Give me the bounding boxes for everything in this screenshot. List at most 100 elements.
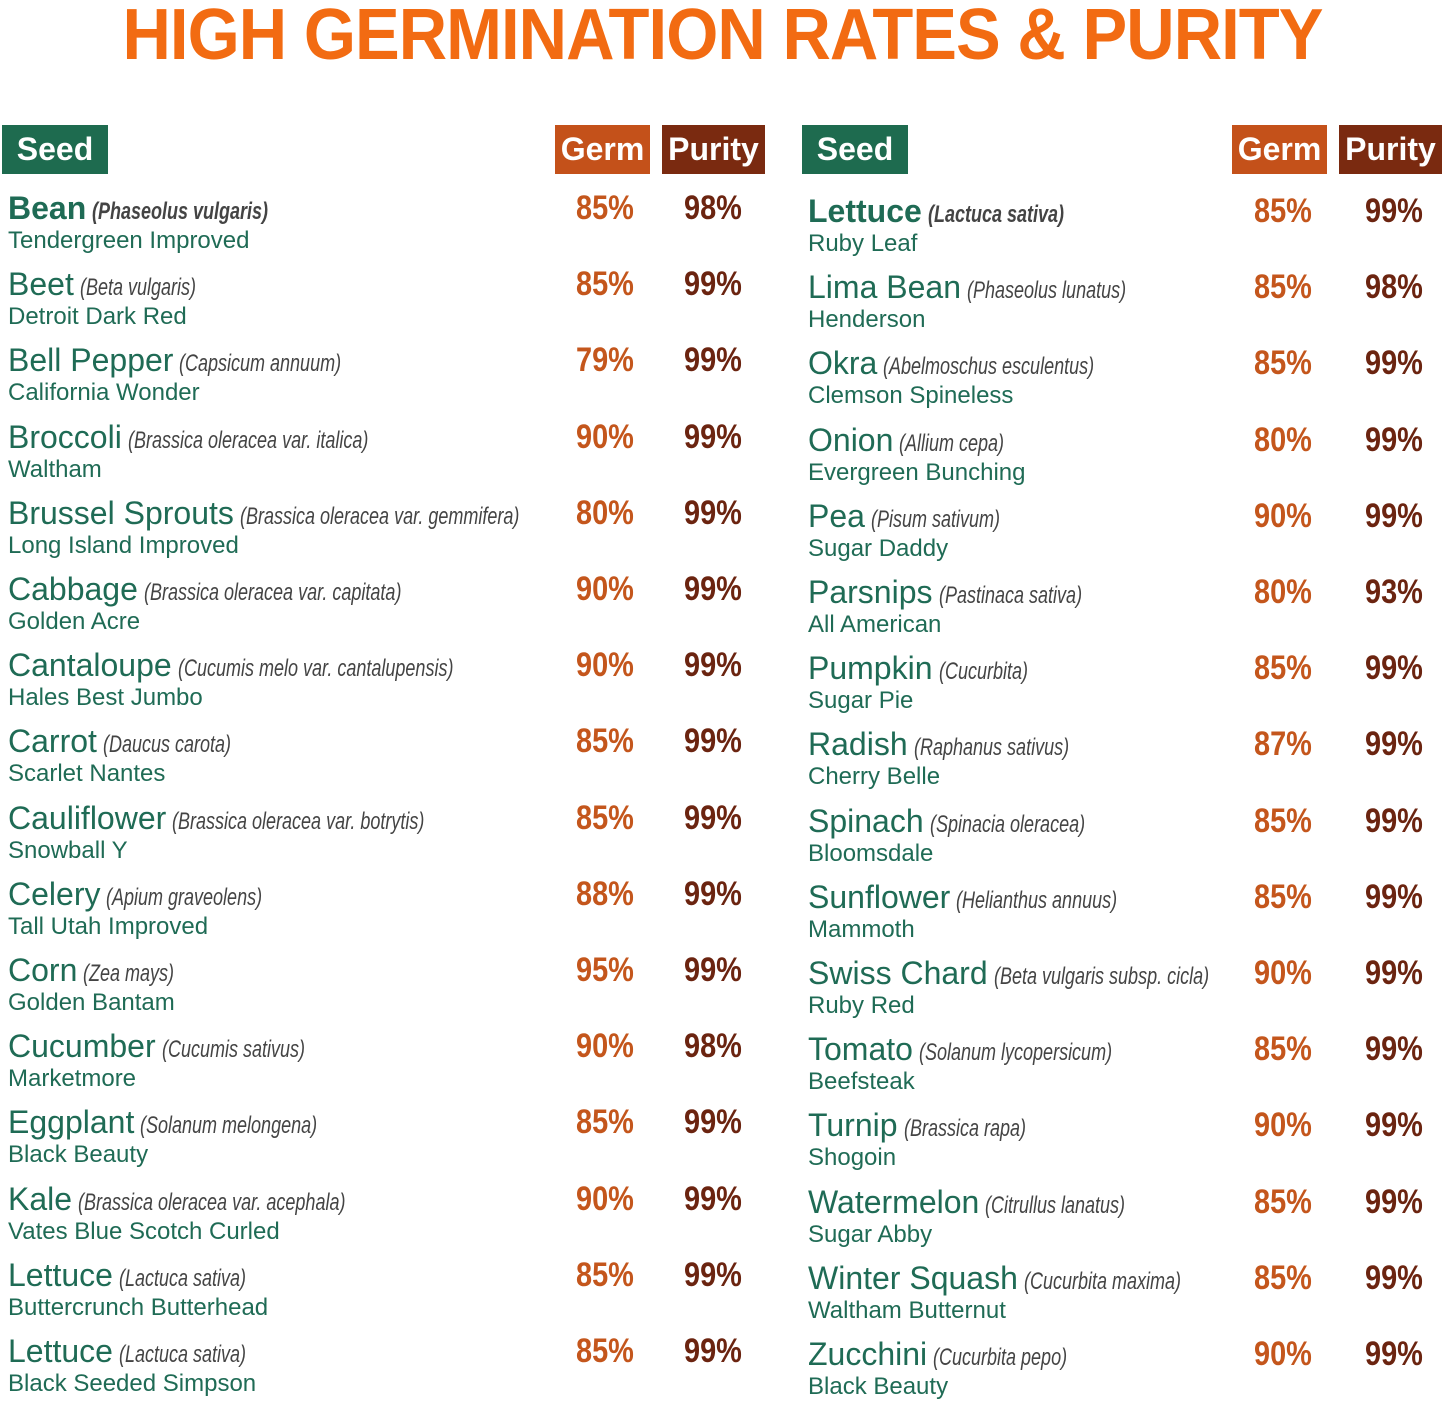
germ-rate: 85% (576, 1332, 634, 1370)
common-name: Cauliflower (8, 799, 167, 836)
column-header: Purity (662, 125, 765, 174)
purity-rate: 99% (684, 1255, 742, 1294)
latin-name: (Lactuca sativa) (118, 1264, 247, 1292)
variety: Ruby Red (808, 992, 915, 1019)
germ-rate: 90% (576, 646, 634, 685)
variety: Golden Acre (8, 608, 141, 635)
common-name: Lettuce (8, 1333, 113, 1369)
seed-name: Cucumber (Cucumis sativus) (8, 1028, 352, 1068)
common-name: Cucumber (8, 1028, 156, 1065)
purity-rate: 99% (684, 722, 742, 761)
variety: Snowball Y (8, 836, 128, 864)
common-name: Parsnips (808, 574, 933, 610)
purity-rate: 99% (684, 798, 742, 837)
common-name: Cantaloupe (8, 647, 172, 684)
seed-name: Broccoli (Brassica oleracea var. italica) (8, 419, 448, 459)
common-name: Bell Pepper (8, 342, 174, 379)
latin-name: (Brassica oleracea var. capitata) (143, 579, 402, 606)
common-name: Cabbage (8, 571, 138, 607)
purity-rate: 99% (684, 417, 742, 456)
latin-name: (Allium cepa) (899, 429, 1005, 457)
common-name: Corn (8, 952, 78, 988)
germ-rate: 80% (1254, 573, 1312, 611)
germ-rate: 90% (1254, 1106, 1312, 1145)
purity-rate: 99% (1365, 725, 1423, 764)
purity-rate: 98% (684, 1027, 742, 1066)
seed-name: Eggplant (Solanum melongena) (8, 1104, 376, 1144)
common-name: Eggplant (8, 1104, 135, 1141)
germ-rate: 85% (1254, 877, 1312, 916)
latin-name: (Apium graveolens) (106, 883, 263, 911)
latin-name: (Solanum lycopersicum) (918, 1039, 1113, 1067)
germ-rate: 85% (1254, 268, 1312, 307)
seed-name: Lettuce (Lactuca sativa) (8, 1257, 288, 1297)
purity-rate: 99% (1365, 496, 1423, 535)
common-name: Carrot (8, 723, 97, 760)
germ-rate: 90% (576, 417, 634, 456)
purity-rate: 99% (684, 1103, 742, 1142)
common-name: Beet (8, 266, 74, 303)
germ-rate: 95% (576, 951, 634, 989)
common-name: Lettuce (8, 1256, 113, 1293)
latin-name: (Helianthus annuus) (956, 886, 1118, 914)
seed-name: Beet (Beta vulgaris) (8, 266, 235, 306)
seed-name: Bean (Phaseolus vulgaris) (8, 190, 327, 230)
column-header: Germ (555, 125, 650, 174)
latin-name: (Beta vulgaris) (79, 274, 196, 302)
purity-rate: 99% (1365, 954, 1423, 992)
common-name: Tomato (808, 1031, 913, 1068)
common-name: Watermelon (808, 1183, 980, 1220)
germ-rate: 90% (1254, 496, 1312, 535)
seed-name: Cauliflower (Brassica oleracea var. botry… (8, 800, 509, 840)
purity-rate: 99% (684, 493, 742, 532)
latin-name: (Phaseolus lunatus) (966, 277, 1127, 305)
latin-name: (Cucurbita maxima) (1023, 1267, 1181, 1295)
germ-rate: 85% (1254, 192, 1312, 230)
common-name: Onion (808, 421, 894, 458)
seed-name: Kale (Brassica oleracea var. acephala) (8, 1181, 435, 1221)
purity-rate: 99% (1365, 1182, 1423, 1221)
latin-name: (Raphanus sativus) (913, 734, 1069, 762)
variety: Black Beauty (808, 1373, 949, 1400)
common-name: Turnip (808, 1107, 898, 1144)
variety: Sugar Daddy (808, 534, 949, 562)
purity-rate: 99% (1365, 192, 1423, 230)
latin-name: (Lactuca sativa) (118, 1341, 247, 1368)
purity-rate: 99% (684, 646, 742, 685)
variety: Waltham Butternut (808, 1296, 1006, 1324)
variety: Scarlet Nantes (8, 760, 166, 788)
purity-rate: 99% (1365, 801, 1423, 840)
germ-rate: 90% (1254, 954, 1312, 992)
common-name: Spinach (808, 802, 924, 839)
variety: Evergreen Bunching (808, 458, 1026, 486)
purity-rate: 99% (684, 570, 742, 608)
germ-rate: 80% (1254, 420, 1312, 459)
variety: Black Seeded Simpson (8, 1370, 257, 1397)
germ-rate: 87% (1254, 725, 1312, 764)
purity-rate: 99% (1365, 1106, 1423, 1145)
seed-name: Pumpkin (Cucurbita) (808, 650, 1057, 690)
latin-name: (Cucurbita pepo) (933, 1344, 1068, 1371)
variety: Detroit Dark Red (8, 303, 187, 331)
latin-name: (Lactuca sativa) (927, 201, 1064, 228)
purity-rate: 98% (1365, 268, 1423, 307)
seed-name: Pea (Pisum sativum) (808, 498, 1043, 538)
germ-rate: 85% (576, 798, 634, 837)
variety: Hales Best Jumbo (8, 684, 203, 712)
seed-name: Watermelon (Citrullus lanatus) (808, 1184, 1172, 1224)
column-header: Seed (802, 125, 908, 174)
common-name: Swiss Chard (808, 955, 988, 991)
seed-name: Celery (Apium graveolens) (8, 876, 315, 916)
latin-name: (Citrullus lanatus) (985, 1191, 1126, 1219)
seed-name: Swiss Chard (Beta vulgaris subsp. cicla) (808, 955, 1280, 995)
variety: Golden Bantam (8, 989, 175, 1016)
variety: Cherry Belle (808, 763, 941, 791)
seed-name: Okra (Abelmoschus esculentus) (808, 345, 1165, 385)
germ-rate: 85% (1254, 801, 1312, 840)
germ-rate: 85% (1254, 649, 1312, 688)
variety: Marketmore (8, 1065, 137, 1093)
variety: Mammoth (808, 915, 915, 943)
variety: Tendergreen Improved (8, 227, 250, 254)
seed-name: Zucchini (Cucurbita pepo) (808, 1336, 1112, 1376)
germ-rate: 85% (1254, 344, 1312, 383)
